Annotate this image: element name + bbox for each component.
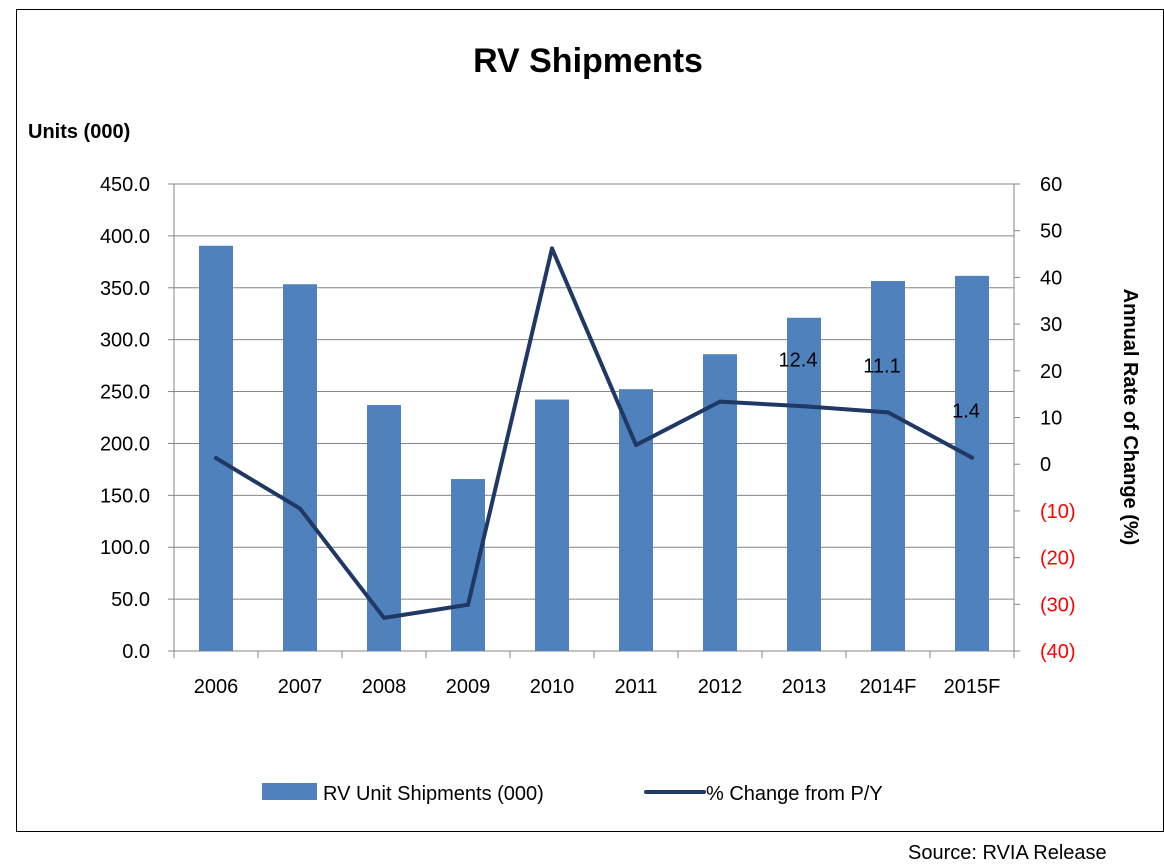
data-label: 11.1 <box>863 355 900 377</box>
y-tick-label: 50.0 <box>111 589 150 611</box>
change-line <box>214 246 974 620</box>
x-tick-label: 2014F <box>860 676 917 698</box>
y2-axis-title: Annual Rate of Change (%) <box>1119 289 1141 546</box>
y2-tick-label: 30 <box>1040 314 1062 336</box>
line-point <box>634 443 638 448</box>
y-tick-label: 350.0 <box>100 278 150 300</box>
line-point <box>214 456 218 461</box>
y-tick-label: 0.0 <box>122 641 150 663</box>
legend-label-line: % Change from P/Y <box>706 783 883 805</box>
line-point <box>970 455 974 460</box>
y2-tick-label: (10) <box>1040 501 1076 523</box>
y2-tick-label: (40) <box>1040 641 1076 663</box>
line-point <box>298 506 302 511</box>
x-tick-label: 2010 <box>530 676 575 698</box>
line-point <box>382 615 386 620</box>
x-tick-label: 2006 <box>194 676 239 698</box>
y-tick-label: 150.0 <box>100 485 150 507</box>
line-point <box>466 602 470 607</box>
y-tick-label: 250.0 <box>100 382 150 404</box>
chart-title: RV Shipments <box>473 42 703 80</box>
bar <box>535 399 569 651</box>
x-tick-label: 2012 <box>698 676 743 698</box>
y2-tick-label: 10 <box>1040 408 1062 430</box>
bar <box>787 317 821 651</box>
y2-tick-label: 20 <box>1040 361 1062 383</box>
line-point <box>718 399 722 404</box>
x-tick-label: 2007 <box>278 676 323 698</box>
y2-tick-label: 60 <box>1040 174 1062 196</box>
bar <box>955 275 989 651</box>
bar <box>283 284 317 651</box>
y2-tick-label: 50 <box>1040 221 1062 243</box>
x-tick-label: 2011 <box>614 676 657 698</box>
x-tick-label: 2008 <box>362 676 407 698</box>
bar <box>367 405 401 651</box>
bar <box>703 354 737 651</box>
y-tick-label: 450.0 <box>100 174 150 196</box>
y2-tick-label: (30) <box>1040 594 1076 616</box>
legend-label-bars: RV Unit Shipments (000) <box>323 783 544 805</box>
bar <box>619 389 653 651</box>
source-note: Source: RVIA Release <box>908 842 1107 864</box>
data-label: 12.4 <box>779 349 818 371</box>
y2-tick-label: 0 <box>1040 454 1051 476</box>
x-tick-label: 2015F <box>944 676 1001 698</box>
x-tick-label: 2009 <box>446 676 491 698</box>
bar <box>871 281 905 651</box>
line-point <box>802 404 806 409</box>
y2-tick-label: (20) <box>1040 548 1076 570</box>
y-tick-label: 100.0 <box>100 537 150 559</box>
legend-swatch-bars <box>262 783 317 800</box>
y-tick-label: 300.0 <box>100 330 150 352</box>
y-axis-title: Units (000) <box>28 121 130 143</box>
y-tick-label: 400.0 <box>100 226 150 248</box>
line-point <box>886 410 890 415</box>
y-tick-label: 200.0 <box>100 433 150 455</box>
y2-tick-label: 40 <box>1040 267 1062 289</box>
x-tick-label: 2013 <box>782 676 827 698</box>
bar <box>451 479 485 651</box>
data-label: 1.4 <box>952 401 980 423</box>
line-point <box>550 246 554 251</box>
bar <box>199 245 233 651</box>
